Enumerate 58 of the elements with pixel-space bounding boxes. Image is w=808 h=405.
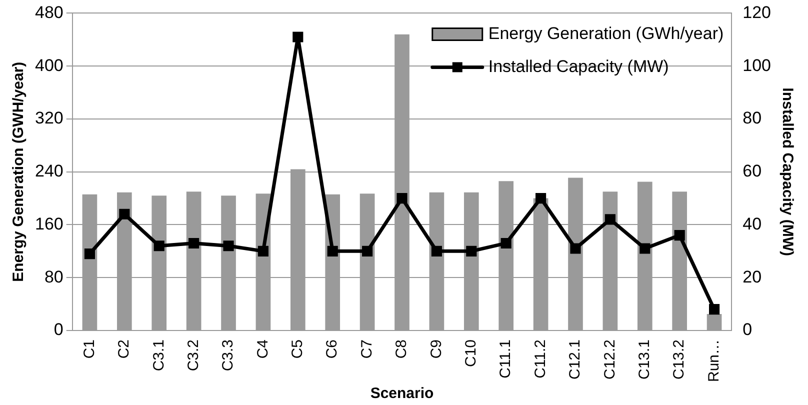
point <box>292 32 304 42</box>
x-tick-label: C2 <box>116 339 133 359</box>
x-tick-label: C13.1 <box>636 339 654 380</box>
x-axis-title: Scenario <box>370 385 434 402</box>
y2-tick-label: 120 <box>742 2 772 22</box>
x-tick-label: C13.2 <box>670 339 688 380</box>
y2-tick-label: 40 <box>742 214 762 234</box>
y2-tick-label: 60 <box>742 162 762 181</box>
y-tick-label: 400 <box>34 56 64 75</box>
point <box>570 243 581 254</box>
point <box>640 243 650 254</box>
point <box>604 214 616 225</box>
point <box>258 246 268 256</box>
y2-tick-label: 20 <box>742 267 762 286</box>
point <box>327 246 338 256</box>
x-tick-label: C10 <box>462 339 480 368</box>
x-tick-label: C1 <box>80 339 98 359</box>
y-tick-label: 80 <box>44 267 64 286</box>
y2-tick-label: 80 <box>742 108 762 128</box>
x-tick-label: C7 <box>358 339 376 359</box>
legend-label: Installed Capacity (MW) <box>488 56 669 76</box>
x-tick-label: C5 <box>289 339 306 359</box>
y-tick-label: 320 <box>34 108 64 128</box>
y-tick-label: 240 <box>34 162 64 181</box>
point <box>396 192 408 204</box>
point <box>188 238 200 249</box>
point <box>84 248 95 260</box>
x-tick-label: C11.2 <box>532 339 549 378</box>
point <box>431 246 442 256</box>
x-tick-label: C9 <box>428 339 445 359</box>
x-tick-label: C6 <box>324 339 341 359</box>
point <box>536 192 546 204</box>
y-tick-label: 0 <box>54 320 64 340</box>
x-tick-label: C8 <box>393 339 410 359</box>
point <box>362 246 373 256</box>
x-tick-label: C12.2 <box>601 339 618 380</box>
y2-tick-label: 100 <box>742 56 772 75</box>
x-tick-label: C3.2 <box>184 339 202 372</box>
point <box>154 240 164 252</box>
y2-axis-title: Installed Capacity (MW) <box>778 88 796 256</box>
point <box>466 246 477 256</box>
point <box>223 240 234 252</box>
x-tick-label: C12.1 <box>566 339 584 380</box>
point <box>119 208 130 220</box>
point <box>709 304 720 315</box>
bar <box>706 314 722 330</box>
y-axis-title: Energy Generation (GWH/year) <box>10 62 28 282</box>
y-tick-label: 480 <box>34 2 64 22</box>
y2-tick-label: 0 <box>742 320 752 340</box>
x-tick-label: Run… <box>705 339 722 382</box>
x-tick-label: C3.3 <box>220 339 237 372</box>
y-tick-label: 160 <box>34 214 64 234</box>
point <box>500 238 512 249</box>
x-tick-label: C3.1 <box>150 339 168 372</box>
x-tick-label: C4 <box>254 339 272 359</box>
legend-label: Energy Generation (GWh/year) <box>488 24 724 43</box>
x-tick-label: C11.1 <box>497 339 514 378</box>
point <box>674 230 685 241</box>
